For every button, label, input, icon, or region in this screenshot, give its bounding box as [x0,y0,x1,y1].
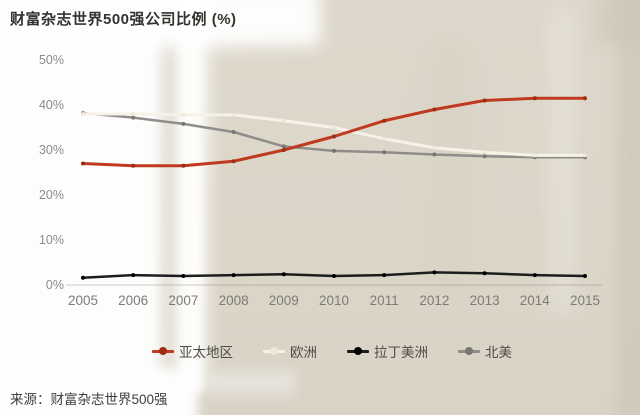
data-point-拉丁美洲-2008 [231,273,236,278]
data-point-亚太地区-2005 [81,161,85,166]
data-point-亚太地区-2015 [583,96,587,101]
data-point-拉丁美洲-2005 [81,275,85,280]
x-axis-tick-2015: 2015 [569,293,601,308]
data-point-欧洲-2007 [181,112,186,117]
data-point-拉丁美洲-2011 [382,273,387,278]
data-point-欧洲-2006 [131,112,136,116]
legend-item-europe: 欧洲 [263,341,317,361]
legend-item-asia-pacific: 亚太地区 [152,341,233,361]
chart-legend: 亚太地区 欧洲 拉丁美洲 北美 [0,341,640,361]
data-point-亚太地区-2010 [332,134,336,139]
line-marker-icon [152,347,174,355]
data-point-拉丁美洲-2015 [583,274,587,278]
x-axis-tick-2012: 2012 [419,293,450,308]
x-axis-tick-2006: 2006 [118,293,149,308]
data-point-拉丁美洲-2006 [131,273,136,278]
y-axis-tick-40%: 40% [38,98,64,112]
data-point-北美-2010 [332,148,336,153]
data-point-亚太地区-2009 [281,148,286,152]
data-point-拉丁美洲-2010 [332,274,336,278]
legend-label: 北美 [485,345,512,360]
data-point-拉丁美洲-2014 [532,273,537,278]
data-point-亚太地区-2014 [532,96,537,101]
x-axis-tick-2007: 2007 [168,293,199,308]
line-marker-icon [458,347,480,355]
y-axis-tick-50%: 50% [38,53,64,67]
data-point-亚太地区-2008 [231,159,236,164]
data-point-亚太地区-2006 [131,163,136,168]
legend-item-north-america: 北美 [458,341,512,361]
legend-label: 亚太地区 [179,345,233,360]
x-axis-tick-2005: 2005 [67,293,99,308]
data-point-北美-2013 [482,154,487,159]
y-axis-tick-0%: 0% [45,278,64,292]
data-point-北美-2006 [131,115,136,120]
x-axis-tick-2010: 2010 [318,293,350,308]
data-point-亚太地区-2011 [382,118,387,123]
y-axis-tick-10%: 10% [38,233,64,247]
data-point-北美-2011 [382,150,387,155]
legend-item-latin-america: 拉丁美洲 [347,341,428,361]
data-point-欧洲-2008 [231,112,236,117]
data-point-拉丁美洲-2012 [432,270,437,275]
data-point-欧洲-2010 [332,125,336,130]
data-point-欧洲-2012 [432,145,437,150]
data-point-北美-2008 [231,130,236,134]
data-point-欧洲-2005 [81,112,85,116]
x-axis-tick-2013: 2013 [469,293,500,308]
x-axis-tick-2009: 2009 [268,293,299,308]
line-marker-icon [347,347,369,355]
legend-label: 拉丁美洲 [374,345,428,360]
x-axis-tick-2008: 2008 [218,293,249,308]
data-point-亚太地区-2007 [181,163,186,168]
data-point-北美-2009 [281,144,286,149]
legend-label: 欧洲 [290,345,317,360]
source-note: 来源：财富杂志世界500强 [10,392,168,407]
data-point-拉丁美洲-2013 [482,271,487,276]
data-point-拉丁美洲-2009 [281,272,286,277]
data-point-北美-2007 [181,121,186,126]
data-point-欧洲-2011 [382,136,387,141]
data-point-亚太地区-2013 [482,98,487,103]
y-axis-tick-20%: 20% [38,188,64,202]
data-point-欧洲-2013 [482,150,487,155]
data-point-拉丁美洲-2007 [181,274,186,278]
x-axis-tick-2011: 2011 [369,293,399,308]
data-point-北美-2012 [432,152,437,157]
data-point-亚太地区-2012 [432,107,437,112]
data-point-欧洲-2009 [281,118,286,123]
data-point-欧洲-2015 [583,153,587,158]
chart-title: 财富杂志世界500强公司比例 (%) [10,11,237,28]
y-axis-tick-30%: 30% [38,143,64,157]
data-point-欧洲-2014 [532,153,537,158]
x-axis-tick-2014: 2014 [519,293,550,308]
line-marker-icon [263,347,285,355]
